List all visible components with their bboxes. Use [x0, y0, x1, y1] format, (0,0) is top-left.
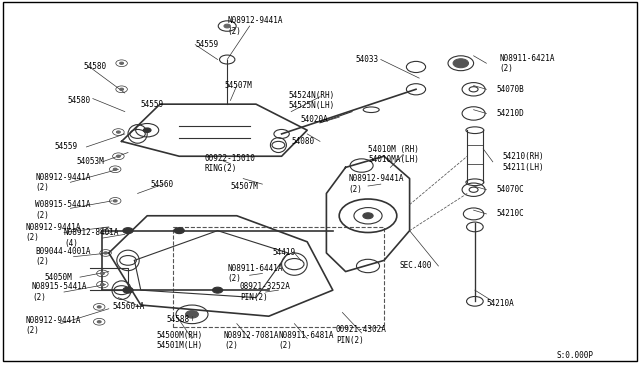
Text: 54560: 54560 — [150, 180, 173, 189]
Text: N08912-9441A
(2): N08912-9441A (2) — [26, 223, 81, 242]
Text: SEC.400: SEC.400 — [400, 262, 433, 270]
Text: 54507M: 54507M — [230, 182, 258, 190]
Circle shape — [123, 287, 133, 293]
Circle shape — [120, 88, 124, 90]
Text: N08912-9441A
(2): N08912-9441A (2) — [349, 174, 404, 194]
Text: S:0.000P: S:0.000P — [557, 351, 594, 360]
Text: N08912-7081A
(2): N08912-7081A (2) — [224, 331, 280, 350]
Text: N08912-9441A
(2): N08912-9441A (2) — [35, 173, 91, 192]
Text: 54419: 54419 — [272, 248, 295, 257]
Text: 54524N(RH)
54525N(LH): 54524N(RH) 54525N(LH) — [288, 91, 334, 110]
Circle shape — [174, 228, 184, 234]
Circle shape — [104, 230, 108, 232]
Circle shape — [116, 155, 120, 157]
Circle shape — [104, 252, 108, 254]
Circle shape — [224, 24, 230, 28]
Text: N08912-9441A
(2): N08912-9441A (2) — [26, 316, 81, 335]
Circle shape — [97, 321, 101, 323]
Text: 54210D: 54210D — [496, 109, 524, 118]
Text: 54080: 54080 — [291, 137, 314, 146]
Text: 54559: 54559 — [141, 100, 164, 109]
Text: 00922-15010
RING(2): 00922-15010 RING(2) — [205, 154, 255, 173]
Text: 54050M: 54050M — [45, 273, 72, 282]
Circle shape — [363, 213, 373, 219]
Text: 08921-3252A
PIN(2): 08921-3252A PIN(2) — [240, 282, 291, 302]
Text: 54210A: 54210A — [486, 299, 514, 308]
Text: N08912-8401A
(4): N08912-8401A (4) — [64, 228, 120, 248]
Text: 54053M: 54053M — [77, 157, 104, 166]
Circle shape — [453, 59, 468, 68]
Circle shape — [116, 131, 120, 133]
Text: 54033: 54033 — [355, 55, 378, 64]
Text: N08911-6481A
(2): N08911-6481A (2) — [278, 331, 334, 350]
Circle shape — [113, 168, 117, 170]
Text: 54580: 54580 — [67, 96, 90, 105]
Circle shape — [97, 306, 101, 308]
Text: B09044-4001A
(2): B09044-4001A (2) — [35, 247, 91, 266]
Text: 54580: 54580 — [83, 62, 106, 71]
Text: N08915-5441A
(2): N08915-5441A (2) — [32, 282, 88, 302]
Text: 54559: 54559 — [195, 40, 218, 49]
Text: 54210C: 54210C — [496, 209, 524, 218]
Text: 54070C: 54070C — [496, 185, 524, 194]
Text: 54070B: 54070B — [496, 85, 524, 94]
Text: 54507M: 54507M — [224, 81, 252, 90]
Text: 54010M (RH)
54010MA(LH): 54010M (RH) 54010MA(LH) — [368, 145, 419, 164]
Text: 54020A: 54020A — [301, 115, 328, 124]
Text: 54559: 54559 — [54, 142, 77, 151]
Circle shape — [212, 287, 223, 293]
Text: 54210(RH)
54211(LH): 54210(RH) 54211(LH) — [502, 152, 544, 171]
Circle shape — [143, 128, 151, 132]
Text: 54588: 54588 — [166, 315, 189, 324]
Text: W08915-5441A
(2): W08915-5441A (2) — [35, 201, 91, 220]
Circle shape — [100, 283, 104, 286]
Text: 54560+A: 54560+A — [112, 302, 145, 311]
Circle shape — [186, 311, 198, 318]
Circle shape — [120, 62, 124, 64]
Circle shape — [100, 272, 104, 275]
Text: N08911-6421A
(2): N08911-6421A (2) — [499, 54, 555, 73]
Text: N08912-9441A
(2): N08912-9441A (2) — [227, 16, 283, 36]
Circle shape — [113, 200, 117, 202]
Text: N08911-6441A
(2): N08911-6441A (2) — [227, 264, 283, 283]
Circle shape — [123, 228, 133, 234]
Text: 00921-4302A
PIN(2): 00921-4302A PIN(2) — [336, 325, 387, 344]
Text: 54500M(RH)
54501M(LH): 54500M(RH) 54501M(LH) — [157, 331, 203, 350]
